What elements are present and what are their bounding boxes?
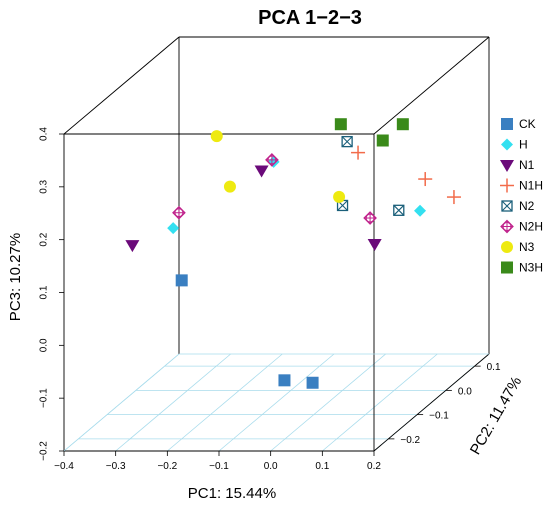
legend-marker-n2 bbox=[501, 200, 513, 212]
point-n2h-1 bbox=[172, 205, 186, 220]
z-tick-label: 0.0 bbox=[39, 338, 50, 352]
y-tick-label: 0.1 bbox=[487, 362, 501, 373]
z-tick-label: 0.3 bbox=[39, 179, 50, 193]
z-axis-label: PC3: 10.27% bbox=[7, 233, 24, 321]
point-n1h-2 bbox=[418, 172, 433, 187]
grid-line-x bbox=[322, 353, 438, 452]
y-tick-label: 0.0 bbox=[458, 386, 472, 397]
point-n2-1-box bbox=[341, 135, 353, 148]
z-tick-label: −0.2 bbox=[39, 441, 50, 461]
x-tick-label: −0.2 bbox=[157, 461, 177, 472]
legend-label-n2: N2 bbox=[519, 199, 535, 213]
legend-label-n1h: N1H bbox=[519, 179, 543, 193]
legend-marker-n3h bbox=[501, 261, 513, 274]
z-tick-label: −0.1 bbox=[39, 388, 50, 408]
legend-marker-n3 bbox=[501, 241, 513, 253]
legend-label-n1: N1 bbox=[519, 158, 535, 172]
legend-label-ck: CK bbox=[519, 117, 536, 131]
point-n3-1 bbox=[210, 130, 223, 143]
box-edge-back bbox=[63, 353, 180, 452]
box-edge bbox=[373, 36, 490, 135]
legend-label-n2h: N2H bbox=[519, 220, 543, 234]
box-edge bbox=[373, 353, 490, 452]
point-n2-3-d2 bbox=[393, 204, 405, 216]
point-n3h-3 bbox=[396, 118, 409, 131]
point-n1h-3 bbox=[446, 190, 461, 205]
point-h-2 bbox=[267, 155, 280, 168]
legend-label-n3: N3 bbox=[519, 240, 535, 254]
z-tick-label: 0.1 bbox=[39, 285, 50, 299]
point-n1-2 bbox=[254, 165, 269, 178]
y-tick-label: −0.2 bbox=[400, 435, 420, 446]
point-n3h-2 bbox=[376, 134, 389, 147]
point-n3-3 bbox=[333, 190, 346, 203]
legend: CK H N1 N1H N2 N2H N3 N3H bbox=[500, 117, 543, 275]
grid-line-x bbox=[270, 353, 386, 452]
box-edge bbox=[63, 36, 180, 135]
point-n2h-3 bbox=[363, 211, 377, 225]
floor-grid bbox=[63, 353, 490, 452]
legend-marker-n1 bbox=[500, 160, 514, 172]
point-ck-3 bbox=[306, 376, 319, 389]
grid-line-x bbox=[115, 353, 231, 452]
chart-title: PCA 1−2−3 bbox=[258, 7, 362, 29]
x-tick-label: −0.1 bbox=[209, 461, 229, 472]
point-n3-2 bbox=[223, 180, 236, 193]
z-tick-label: 0.4 bbox=[39, 127, 50, 141]
legend-marker-n1h bbox=[500, 178, 514, 193]
x-axis-label: PC1: 15.44% bbox=[188, 485, 276, 502]
x-tick-label: −0.3 bbox=[106, 461, 126, 472]
x-tick-label: 0.0 bbox=[264, 461, 278, 472]
grid-line-x bbox=[167, 353, 283, 452]
x-tick-label: 0.1 bbox=[315, 461, 329, 472]
point-n1-3 bbox=[367, 239, 382, 251]
z-tick-label: 0.2 bbox=[39, 232, 50, 246]
data-points bbox=[125, 118, 461, 389]
legend-marker-n2h bbox=[500, 219, 514, 234]
legend-label-h: H bbox=[519, 138, 528, 152]
point-n2-1 bbox=[341, 135, 353, 148]
legend-marker-n2-box bbox=[501, 200, 513, 212]
point-n1h-1 bbox=[351, 145, 366, 160]
legend-marker-h bbox=[501, 138, 513, 151]
legend-label-n3h: N3H bbox=[519, 261, 543, 275]
axis-ticks: −0.4 −0.3 −0.2 −0.1 0.0 0.1 0.2 −0.2 −0.1 0.0 0.1 −… bbox=[39, 127, 501, 472]
point-ck-1 bbox=[175, 274, 188, 287]
x-tick-label: 0.2 bbox=[367, 461, 381, 472]
point-n2-3 bbox=[393, 204, 405, 216]
point-n2h-2 bbox=[265, 153, 279, 167]
legend-marker-ck bbox=[501, 118, 513, 130]
point-n2-1-d2 bbox=[341, 136, 353, 148]
point-n2-3-box bbox=[393, 204, 405, 216]
point-n3h-1 bbox=[334, 118, 347, 131]
point-n1-1 bbox=[125, 240, 140, 253]
x-tick-label: −0.4 bbox=[54, 461, 74, 472]
y-tick-label: −0.1 bbox=[429, 411, 449, 422]
point-n2-2-d2 bbox=[337, 200, 348, 211]
point-h-1 bbox=[167, 222, 180, 235]
y-axis-label: PC2: 11.47% bbox=[467, 374, 525, 458]
grid-line-x bbox=[218, 353, 335, 452]
point-h-3 bbox=[414, 204, 427, 217]
legend-marker-n2-d2 bbox=[501, 200, 513, 212]
point-ck-2 bbox=[278, 374, 291, 387]
